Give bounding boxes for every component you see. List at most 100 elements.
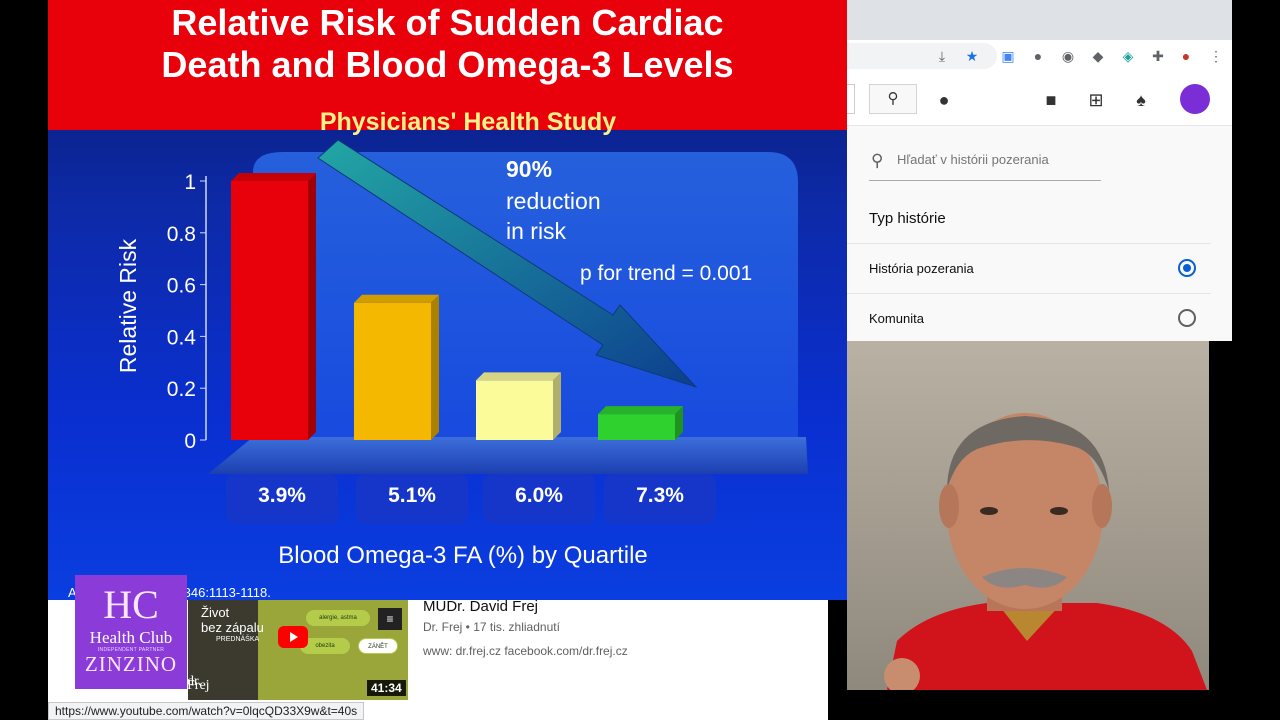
install-icon[interactable]: ⤓	[938, 48, 946, 64]
browser-toolbar: ⤓ ★ ▣ ● ◉ ◆ ◈ ✚ ● ⋮	[847, 40, 1232, 72]
apps-grid-icon[interactable]: ⊞	[1088, 90, 1104, 110]
reduction-text: reduction in risk	[506, 186, 706, 246]
quartile-label: 5.1%	[388, 484, 436, 507]
video-title[interactable]: MUDr. David Frej	[423, 598, 539, 615]
presentation-slide: Relative Risk of Sudden Cardiac Death an…	[48, 0, 847, 600]
reduction-percent: 90%	[506, 156, 553, 182]
reduction-text-line2: in risk	[506, 218, 567, 244]
thumbnail-text-1: Život	[201, 605, 230, 620]
logo-name: Health Club	[89, 628, 173, 647]
x-axis-label: Blood Omega-3 FA (%) by Quartile	[278, 542, 648, 569]
history-search-input[interactable]	[897, 152, 1097, 167]
radio-unselected[interactable]	[1178, 309, 1196, 327]
slide-title: Relative Risk of Sudden Cardiac Death an…	[48, 2, 847, 86]
trend-arrow	[317, 139, 698, 389]
health-club-logo: HC Health Club INDEPENDENT PARTNER ZINZI…	[75, 575, 187, 689]
address-bar[interactable]	[847, 43, 997, 69]
radio-selected[interactable]	[1178, 259, 1196, 277]
history-option-watch[interactable]: História pozerania	[847, 243, 1211, 292]
create-video-icon[interactable]: ■	[1045, 90, 1057, 110]
search-box-edge[interactable]	[847, 84, 855, 114]
add-to-queue-icon[interactable]: ≡	[378, 608, 402, 630]
bar-side	[553, 372, 561, 440]
slide-header-band	[48, 0, 847, 130]
browser-tab-strip	[847, 0, 1232, 40]
bar-top	[598, 406, 683, 415]
bar-front	[354, 302, 431, 440]
logo-letters: HC	[103, 582, 159, 627]
bar-chart: 0 0.2 0.4 0.6 0.8 1 Relative Risk 3.9% 5.1% 6.0…	[115, 139, 808, 524]
quartile-box	[604, 474, 716, 524]
y-tick-label: 0.6	[167, 275, 196, 298]
extensions-puzzle-icon[interactable]: ✚	[1152, 48, 1164, 64]
thumbnail-pill: ZÁNĚT	[358, 638, 398, 654]
y-tick-label: 0	[184, 430, 196, 453]
youtube-play-icon[interactable]	[278, 626, 308, 648]
bar-top	[231, 173, 316, 181]
history-type-title: Typ histórie	[869, 210, 946, 227]
slide-subtitle: Physicians' Health Study	[319, 108, 617, 136]
slide-title-line1: Relative Risk of Sudden Cardiac	[171, 2, 724, 43]
history-sidebar: ⚲ Typ histórie História pozerania Komuni…	[847, 126, 1232, 341]
youtube-header: ⚲ ● ■ ⊞ ♠	[847, 72, 1232, 126]
y-tick-label: 0.2	[167, 378, 196, 401]
slide-title-line2: Death and Blood Omega-3 Levels	[161, 44, 734, 85]
quartile-box	[226, 474, 338, 524]
status-bar-url: https://www.youtube.com/watch?v=0lqcQD33…	[48, 702, 365, 720]
menu-kebab-icon[interactable]: ⋮	[1209, 48, 1223, 64]
translate-icon[interactable]: ▣	[1001, 48, 1015, 64]
y-tick-label: 0.8	[167, 223, 196, 246]
extension-icon-3[interactable]: ◈	[1122, 48, 1134, 64]
history-search: ⚲	[869, 144, 1101, 181]
bar-side	[431, 294, 439, 440]
webcam-feed	[847, 341, 1209, 690]
video-description: www: dr.frej.cz facebook.com/dr.frej.cz	[423, 644, 628, 658]
bar-side	[308, 173, 316, 440]
bar-top	[476, 372, 561, 381]
trend-pvalue: p for trend = 0.001	[580, 262, 753, 285]
search-icon: ⚲	[887, 90, 899, 107]
bar-6.0%	[476, 372, 561, 440]
bar-side	[675, 406, 683, 440]
reduction-text-line1: reduction	[506, 188, 601, 214]
extension-icon-1[interactable]: ●	[1033, 48, 1043, 64]
y-tick-label: 0.4	[167, 326, 197, 349]
search-button[interactable]: ⚲	[869, 84, 917, 114]
profile-icon[interactable]: ●	[1181, 48, 1191, 64]
thumbnail-text-3: PREDNÁŠKA	[216, 636, 260, 643]
video-meta: Dr. Frej • 17 tis. zhliadnutí	[423, 620, 560, 634]
notifications-bell-icon[interactable]: ♠	[1136, 90, 1146, 110]
y-tick-label: 1	[184, 171, 196, 194]
bar-top	[354, 294, 439, 303]
presenter-figure	[884, 413, 1207, 690]
quartile-label: 3.9%	[258, 484, 306, 507]
bar-front	[476, 380, 553, 440]
logo-brand: ZINZINO	[84, 652, 178, 676]
bar-5.1%	[354, 294, 439, 440]
bar-front	[231, 181, 308, 440]
y-axis-label: Relative Risk	[115, 238, 141, 373]
account-avatar[interactable]	[1180, 84, 1210, 114]
bar-7.3%	[598, 406, 683, 440]
extension-icon-2[interactable]: ◆	[1092, 48, 1104, 64]
microphone-icon[interactable]: ●	[938, 90, 950, 110]
bar-3.9%	[231, 173, 316, 440]
quartile-box	[356, 474, 468, 524]
chart-floor	[208, 437, 808, 474]
video-duration: 41:34	[367, 680, 406, 696]
thumbnail-name: Frej	[187, 678, 210, 693]
bookmark-star-icon[interactable]: ★	[965, 48, 979, 64]
thumbnail-pill: obezita	[300, 638, 350, 654]
camera-icon[interactable]: ◉	[1061, 48, 1075, 64]
history-option-label: Komunita	[869, 311, 924, 326]
bar-front	[598, 414, 675, 440]
video-thumbnail[interactable]: Život bez zápalu PREDNÁŠKA alergie, astm…	[188, 600, 408, 700]
thumbnail-dr: dr.	[187, 674, 202, 689]
search-icon: ⚲	[871, 151, 884, 170]
thumbnail-title-panel	[188, 600, 258, 700]
history-option-community[interactable]: Komunita	[847, 293, 1211, 342]
history-option-label: História pozerania	[869, 261, 974, 276]
thumbnail-pill: alergie, astma	[306, 610, 370, 626]
thumbnail-text-2: bez zápalu	[201, 620, 264, 635]
screen-edge	[1232, 0, 1280, 720]
